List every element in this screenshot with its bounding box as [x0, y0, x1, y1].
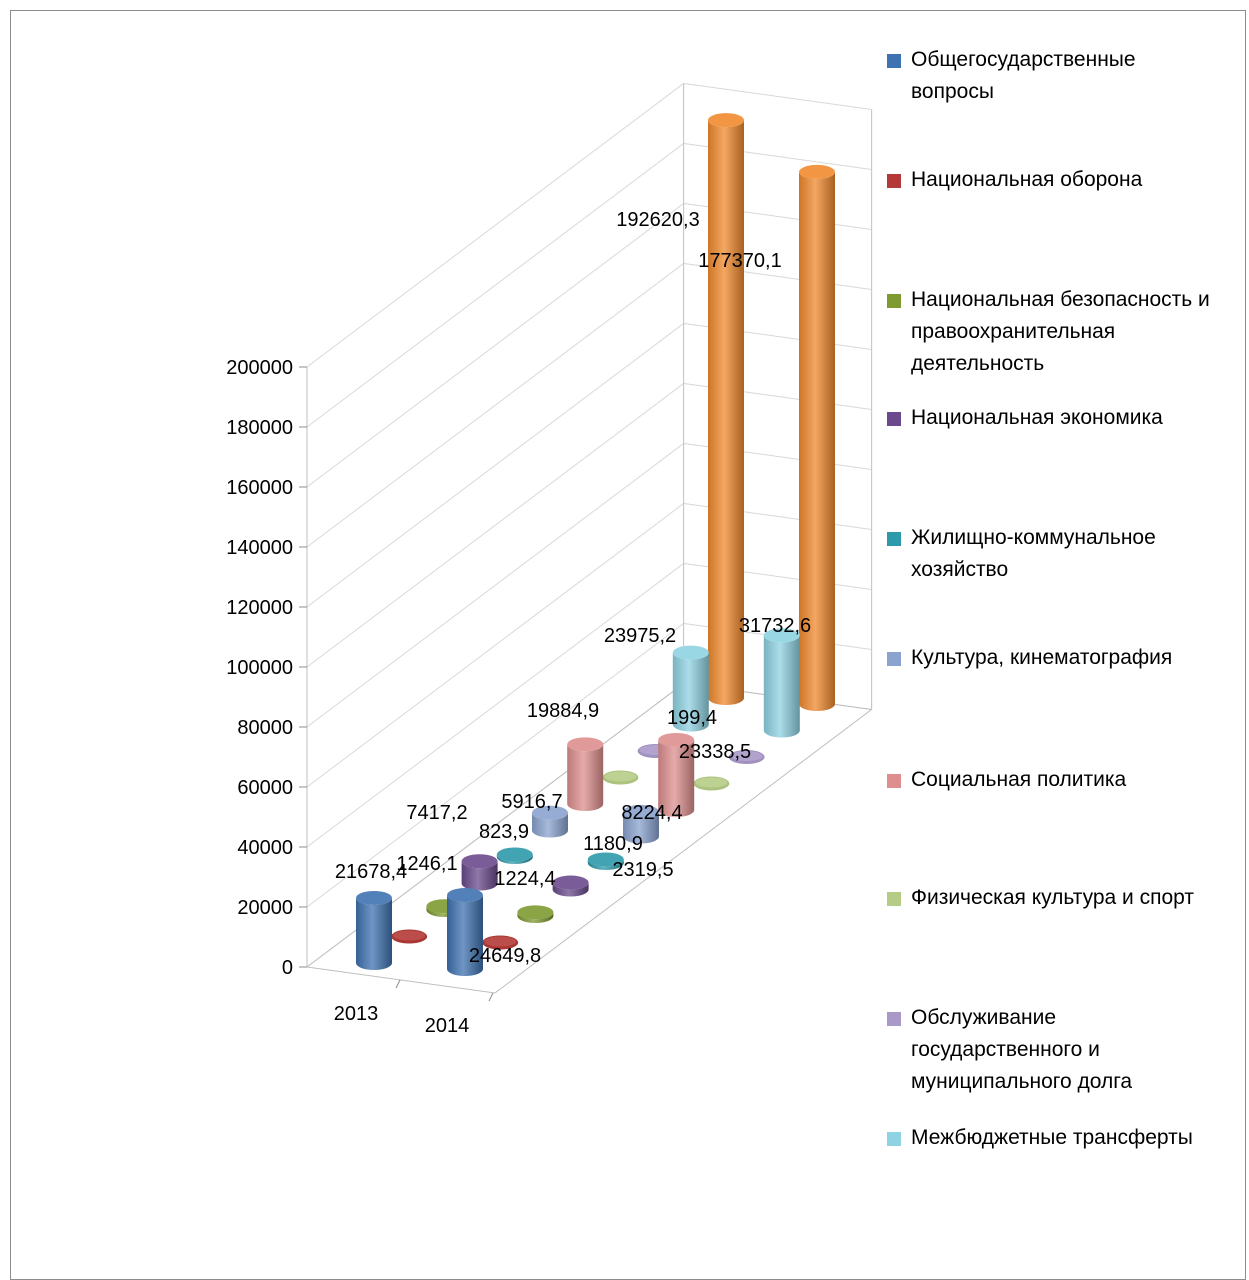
legend-item: Жилищно-коммунальное хозяйство: [887, 522, 1211, 586]
y-tick-label: 140000: [226, 537, 293, 559]
bar: [672, 645, 709, 732]
legend-item: Национальная безопасность и правоохранит…: [887, 284, 1211, 380]
data-label: 177370,1: [698, 250, 781, 272]
data-label: 192620,3: [616, 209, 699, 231]
wall-edge: [494, 709, 872, 994]
y-tick-label: 160000: [226, 477, 293, 499]
x-tick-mark: [395, 979, 401, 989]
data-label: 19884,9: [527, 700, 599, 722]
gridline: [306, 322, 872, 608]
bar: [728, 750, 765, 764]
legend-swatch: [887, 294, 901, 308]
bar: [658, 732, 695, 818]
bar: [763, 628, 800, 738]
bar: [708, 113, 744, 705]
bar: [602, 770, 639, 785]
data-label: 21678,4: [335, 861, 407, 883]
legend-swatch: [887, 774, 901, 788]
legend-swatch: [887, 892, 901, 906]
data-label: 8224,4: [621, 802, 682, 824]
legend-swatch: [887, 1132, 901, 1146]
legend-item: Физическая культура и спорт: [887, 882, 1211, 914]
data-label: 23975,2: [604, 625, 676, 647]
bar: [552, 875, 589, 897]
legend-label: Обслуживание государственного и муниципа…: [911, 1006, 1133, 1093]
y-tick-label: 80000: [237, 717, 293, 739]
legend-item: Межбюджетные трансферты: [887, 1122, 1211, 1154]
bar: [447, 888, 483, 976]
x-tick-label: 2014: [425, 1015, 470, 1037]
bar: [482, 935, 519, 950]
legend-swatch: [887, 412, 901, 426]
legend-swatch: [887, 54, 901, 68]
gridline: [306, 202, 872, 488]
data-label: 1180,9: [583, 833, 643, 855]
y-tick-label: 0: [282, 957, 293, 979]
legend-swatch: [887, 174, 901, 188]
data-labels: 21678,4 24649,8 1246,1 1224,4 7417,2 2319,5 82…: [335, 209, 811, 967]
data-label: 823,9: [479, 821, 529, 843]
legend-label: Социальная политика: [911, 768, 1127, 791]
legend-item: Национальная оборона: [887, 164, 1211, 196]
data-label: 31732,6: [739, 615, 811, 637]
y-axis: 0 20000 40000 60000 80000 100000 120000 140000 1…: [226, 357, 307, 979]
bar: [461, 854, 498, 891]
data-label: 199,4: [667, 707, 717, 729]
bar: [587, 852, 624, 871]
legend-swatch: [887, 1012, 901, 1026]
data-label: 1246,1: [396, 853, 457, 875]
legend-label: Национальная безопасность и правоохранит…: [911, 288, 1210, 375]
legend-label: Межбюджетные трансферты: [911, 1126, 1193, 1149]
bar: [799, 164, 835, 711]
y-tick-label: 200000: [226, 357, 293, 379]
legend-item: Обслуживание государственного и муниципа…: [887, 1002, 1211, 1098]
legend-label: Жилищно-коммунальное хозяйство: [911, 526, 1156, 581]
gridline: [306, 262, 872, 548]
legend-swatch: [887, 652, 901, 666]
y-tick-label: 60000: [237, 777, 293, 799]
data-label: 24649,8: [469, 945, 541, 967]
legend-item: Общегосударственные вопросы: [887, 44, 1211, 108]
data-label: 23338,5: [679, 741, 751, 763]
chart-walls: [306, 82, 873, 994]
y-tick-label: 120000: [226, 597, 293, 619]
gridline: [306, 142, 872, 428]
x-tick-mark: [488, 992, 494, 1002]
legend-label: Культура, кинематография: [911, 646, 1173, 669]
data-label: 5916,7: [501, 791, 562, 813]
gridline: [306, 82, 872, 368]
legend-swatch: [887, 532, 901, 546]
y-tick-label: 20000: [237, 897, 293, 919]
y-tick-label: 40000: [237, 837, 293, 859]
x-tick-label: 2013: [334, 1003, 379, 1025]
legend-label: Национальная оборона: [911, 168, 1143, 191]
bar: [356, 890, 392, 970]
bar: [496, 847, 533, 864]
x-axis: 2013 2014: [334, 979, 494, 1037]
wall-edge: [306, 966, 496, 994]
bar: [693, 776, 730, 791]
chart-bars: [356, 113, 835, 976]
data-label: 2319,5: [612, 859, 673, 881]
y-tick-label: 180000: [226, 417, 293, 439]
legend-label: Физическая культура и спорт: [911, 886, 1194, 909]
bar: [623, 804, 659, 844]
legend-item: Национальная экономика: [887, 402, 1211, 434]
y-tick-label: 100000: [226, 657, 293, 679]
legend-item: Культура, кинематография: [887, 642, 1211, 674]
legend-label: Общегосударственные вопросы: [911, 48, 1136, 103]
bar: [532, 805, 568, 838]
bar: [517, 905, 554, 923]
data-label: 7417,2: [406, 802, 467, 824]
data-label: 1224,4: [494, 868, 555, 890]
legend-label: Национальная экономика: [911, 406, 1163, 429]
legend-item: Социальная политика: [887, 764, 1211, 796]
bar: [567, 737, 604, 811]
bar: [391, 929, 428, 944]
